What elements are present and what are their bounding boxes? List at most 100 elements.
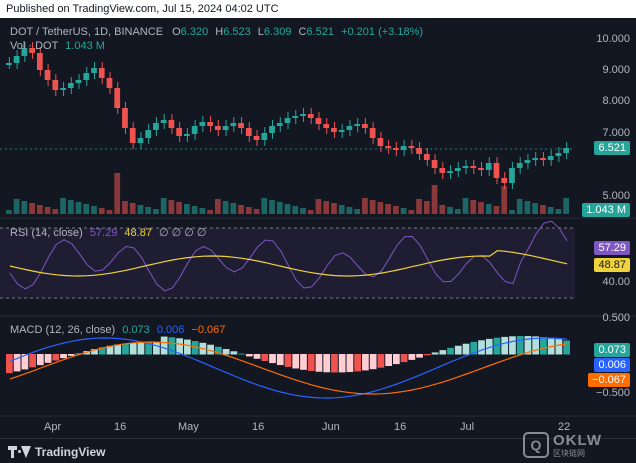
price-candle — [524, 160, 531, 163]
macd-histogram-bar — [214, 346, 222, 355]
macd-histogram-bar — [168, 337, 176, 355]
close-value: 6.521 — [306, 26, 334, 38]
price-candle — [284, 118, 291, 123]
price-candle — [400, 146, 407, 150]
macd-histogram-bar — [122, 343, 129, 355]
volume-bar — [400, 208, 407, 214]
volume-bar — [509, 210, 515, 214]
macd-histogram-bar — [338, 354, 346, 373]
volume-bar — [369, 200, 376, 214]
macd-histogram-bar — [524, 336, 532, 355]
price-candle — [137, 138, 144, 143]
macd-signal-line — [9, 341, 568, 395]
price-candle — [91, 68, 97, 73]
macd-histogram-bar — [207, 344, 214, 355]
x-axis-label: Apr — [44, 421, 62, 433]
volume-bar — [129, 203, 136, 214]
tradingview-icon — [8, 446, 31, 458]
volume-bar — [377, 202, 384, 214]
price-axis-label: 7.000 — [602, 127, 630, 139]
price-candle — [83, 73, 90, 80]
x-axis-label: Jul — [460, 421, 475, 433]
macd-histogram-bar — [392, 354, 400, 365]
macd-legend[interactable]: MACD (12, 26, close) 0.073 0.006 −0.067 — [10, 324, 225, 336]
macd-histogram-bar — [29, 354, 36, 368]
volume-bar — [470, 200, 477, 214]
price-candle — [44, 70, 51, 80]
price-candle — [36, 53, 43, 70]
footer-bar: TradingView — [0, 438, 636, 463]
volume-bar — [13, 199, 20, 214]
price-candle — [563, 148, 569, 153]
macd-histogram-bar — [377, 354, 385, 368]
volume-bar — [362, 198, 368, 214]
macd-histogram-bar — [292, 354, 300, 369]
volume-bar — [454, 209, 461, 214]
macd-histogram-bar — [137, 342, 145, 355]
macd-histogram-bar — [191, 341, 199, 355]
macd-histogram-bar — [447, 347, 454, 355]
volume-bar — [501, 186, 508, 214]
x-axis-label: 16 — [394, 421, 407, 433]
last-price-badge: 6.521 — [594, 141, 630, 155]
rsi-value: 57.29 — [89, 227, 118, 239]
macd-histogram-bar — [222, 348, 230, 355]
price-candle — [338, 130, 345, 132]
macd-histogram-bar — [331, 354, 338, 373]
macd-histogram-bar — [184, 339, 191, 355]
price-candle — [408, 146, 415, 148]
volume-bar — [431, 185, 438, 214]
volume-bar — [540, 205, 546, 214]
macd-histogram-bar — [346, 354, 354, 373]
macd-histogram-bar — [501, 336, 509, 355]
volume-bar — [284, 204, 291, 214]
macd-hist-value: 0.073 — [122, 324, 150, 336]
symbol-legend[interactable]: DOT / TetherUS, 1D, BINANCE O6.320 H6.52… — [10, 26, 423, 38]
price-candle — [516, 163, 523, 168]
volume-bar — [168, 200, 175, 214]
macd-histogram-bar — [516, 336, 524, 355]
volume-bar — [145, 207, 152, 214]
volume-bar — [52, 209, 59, 214]
tradingview-logo[interactable]: TradingView — [8, 445, 105, 459]
price-candle — [214, 126, 221, 130]
macd-histogram-bar — [307, 354, 315, 371]
rsi-legend[interactable]: RSI (14, close) 57.29 48.87 ∅ ∅ ∅ ∅ — [10, 226, 207, 239]
macd-histogram-bar — [21, 354, 29, 370]
volume-bar — [106, 210, 113, 214]
rsi-badge: 57.29 — [594, 241, 630, 255]
macd-signal-value: −0.067 — [191, 324, 226, 336]
open-value: 6.320 — [180, 26, 209, 38]
rsi-ma-badge: 48.87 — [594, 258, 630, 272]
volume-legend[interactable]: Vol · DOT 1.043 M — [10, 40, 105, 52]
volume-bar — [416, 199, 422, 214]
price-candle — [292, 116, 299, 118]
price-candle — [75, 80, 82, 83]
volume-bar — [292, 206, 299, 214]
chart-canvas[interactable] — [0, 18, 636, 438]
price-candle — [153, 123, 159, 130]
x-axis-label: 22 — [558, 421, 571, 433]
volume-bar — [191, 206, 198, 214]
volume-bar — [269, 200, 275, 214]
price-candle — [98, 68, 105, 78]
macd-axis-label: −0.500 — [596, 387, 630, 399]
macd-histogram-bar — [75, 353, 83, 355]
macd-histogram-bar — [67, 354, 75, 356]
price-candle — [6, 63, 12, 65]
volume-bar — [214, 199, 221, 214]
price-candle — [547, 156, 554, 160]
volume-bar — [331, 203, 337, 214]
chart-area[interactable]: DOT / TetherUS, 1D, BINANCE O6.320 H6.52… — [0, 18, 636, 438]
rsi-axis-label: 40.00 — [602, 276, 630, 288]
price-candle — [307, 114, 314, 118]
price-candle — [416, 148, 422, 154]
price-candle — [462, 166, 469, 168]
volume-bar — [230, 203, 237, 214]
price-candle — [555, 153, 562, 156]
price-candle — [423, 154, 430, 160]
x-axis-label: Jun — [322, 421, 340, 433]
rsi-ma-line — [9, 249, 568, 277]
macd-histogram-bar — [555, 339, 563, 355]
watermark-text: OKLW — [553, 431, 602, 449]
